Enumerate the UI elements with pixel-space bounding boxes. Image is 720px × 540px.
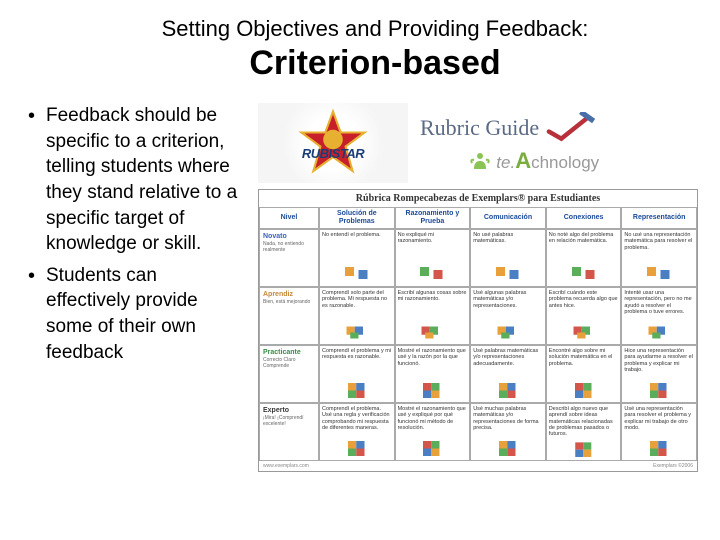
rubric-cell: No noté algo del problema en relación ma… (546, 229, 622, 287)
puzzle-icon (417, 262, 447, 284)
rubric-cell: Usé algunas palabras matemáticas y/o rep… (470, 287, 546, 345)
rubric-cell: Escribí cuándo este problema recuerda al… (546, 287, 622, 345)
puzzle-icon (342, 378, 372, 400)
rubric-cell: Escribí algunas cosas sobre mi razonamie… (395, 287, 471, 345)
pencil-check-icon (545, 112, 599, 144)
col-header: Razonamiento y Prueba (395, 207, 471, 229)
col-header: Comunicación (470, 207, 546, 229)
teachnology-text: te.Achnology (496, 148, 599, 174)
star-icon (298, 108, 368, 178)
title: Criterion-based (70, 44, 680, 83)
puzzle-icon (569, 438, 599, 458)
rubistar-logo: RUBISTAR (258, 103, 408, 183)
col-header: Solución de Problemas (319, 207, 395, 229)
level-cell: Experto ¡Mira! ¡Comprendí excelente! (259, 403, 319, 461)
col-header: Nivel (259, 207, 319, 229)
col-header: Representación (621, 207, 697, 229)
content-area: Feedback should be specific to a criteri… (0, 91, 720, 472)
rubric-cell: Usé palabras matemáticas y/o representac… (470, 345, 546, 403)
bullet-item: Students can effectively provide some of… (24, 263, 246, 366)
rubric-table: Rúbrica Rompecabezas de Exemplars® para … (258, 189, 698, 472)
rubric-cell: Comprendí el problema. Usé una regla y v… (319, 403, 395, 461)
rubric-cell: No expliqué mi razonamiento. (395, 229, 471, 287)
rubric-cell: Mostré el razonamiento que usé y expliqu… (395, 403, 471, 461)
puzzle-icon (417, 378, 447, 400)
level-cell: Practicante Correcto Claro Comprende (259, 345, 319, 403)
puzzle-icon (493, 262, 523, 284)
teachnology-person-icon (468, 149, 492, 173)
puzzle-icon (644, 262, 674, 284)
logo-stack: Rubric Guide te.Achnology (420, 112, 599, 174)
rubric-cell: Hice una representación para ayudarme a … (621, 345, 697, 403)
rubric-cell: No usé una representación matemática par… (621, 229, 697, 287)
rubric-cell: No usé palabras matemáticas. (470, 229, 546, 287)
puzzle-icon (493, 436, 523, 458)
puzzle-icon (644, 378, 674, 400)
puzzle-icon (342, 262, 372, 284)
rubric-guide-logo: Rubric Guide (420, 112, 599, 144)
puzzle-icon (342, 436, 372, 458)
teachnology-logo: te.Achnology (420, 148, 599, 174)
col-header: Conexiones (546, 207, 622, 229)
slide-header: Setting Objectives and Providing Feedbac… (0, 0, 720, 91)
level-cell: Aprendiz Bien, está mejorando (259, 287, 319, 345)
puzzle-icon (644, 436, 674, 458)
rubric-grid: Nivel Solución de Problemas Razonamiento… (259, 207, 697, 461)
rubric-cell: Comprendí el problema y mi respuesta es … (319, 345, 395, 403)
rubric-cell: Describí algo nuevo que aprendí sobre id… (546, 403, 622, 461)
subtitle: Setting Objectives and Providing Feedbac… (70, 16, 680, 42)
graphics-column: RUBISTAR Rubric Guide (254, 103, 712, 472)
level-cell: Novato Nada, no entiendo realmente (259, 229, 319, 287)
puzzle-icon (493, 378, 523, 400)
rubistar-text: RUBISTAR (302, 146, 364, 161)
puzzle-icon (644, 320, 674, 342)
rubric-footer: www.exemplars.com Exemplars ©2006 (259, 461, 697, 471)
rubric-cell: Intenté usar una representación, pero no… (621, 287, 697, 345)
logo-row: RUBISTAR Rubric Guide (258, 103, 712, 183)
bullet-column: Feedback should be specific to a criteri… (24, 103, 254, 472)
puzzle-icon (569, 262, 599, 284)
bullet-list: Feedback should be specific to a criteri… (24, 103, 246, 365)
puzzle-icon (569, 320, 599, 342)
puzzle-icon (493, 320, 523, 342)
rubric-cell: Usé muchas palabras matemáticas y/o repr… (470, 403, 546, 461)
rubric-title: Rúbrica Rompecabezas de Exemplars® para … (259, 190, 697, 207)
rubric-cell: Encontré algo sobre mi solución matemáti… (546, 345, 622, 403)
rubric-cell: Usé una representación para resolver el … (621, 403, 697, 461)
puzzle-icon (417, 436, 447, 458)
rubric-cell: Comprendí solo parte del problema. Mi re… (319, 287, 395, 345)
puzzle-icon (342, 320, 372, 342)
rubric-guide-text: Rubric Guide (420, 115, 539, 141)
puzzle-icon (569, 378, 599, 400)
puzzle-icon (417, 320, 447, 342)
rubric-cell: No entendí el problema. (319, 229, 395, 287)
rubric-cell: Mostré el razonamiento que usé y la razó… (395, 345, 471, 403)
bullet-item: Feedback should be specific to a criteri… (24, 103, 246, 257)
